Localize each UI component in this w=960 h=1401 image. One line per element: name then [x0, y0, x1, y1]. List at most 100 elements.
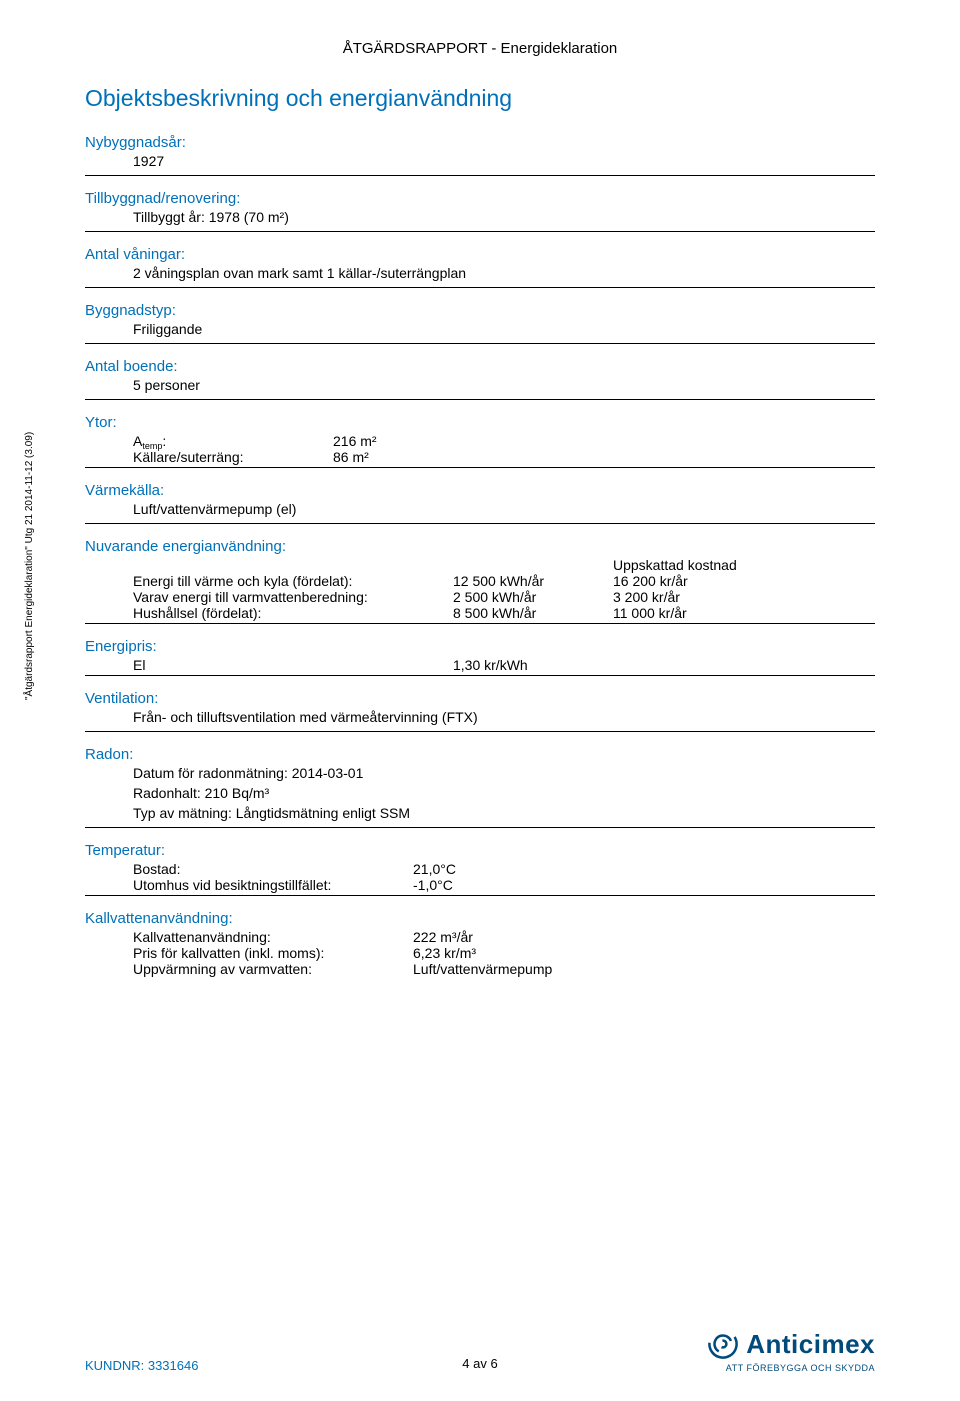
page-footer: KUNDNR: 3331646 4 av 6 Anticimex ATT FÖR…: [85, 1327, 875, 1373]
row-v2: 16 200 kr/år: [613, 573, 773, 589]
kall-row: Kallvattenanvändning: 222 m³/år: [85, 929, 875, 945]
row-v1: 12 500 kWh/år: [453, 573, 613, 589]
row-k: Varav energi till varmvattenberedning:: [133, 589, 453, 605]
section-vaningar: Antal våningar: 2 våningsplan ovan mark …: [85, 246, 875, 288]
label-nybyggnad: Nybyggnadsår:: [85, 134, 875, 151]
divider: [85, 467, 875, 468]
logo-top: Anticimex: [706, 1327, 875, 1361]
value-byggnadstyp: Friliggande: [85, 321, 875, 341]
head-v1: [453, 557, 613, 573]
row-k: Uppvärmning av varmvatten:: [133, 961, 413, 977]
row-k: Kallvattenanvändning:: [133, 929, 413, 945]
row-v: Luft/vattenvärmepump: [413, 961, 633, 977]
row-v: 222 m³/år: [413, 929, 633, 945]
section-boende: Antal boende: 5 personer: [85, 358, 875, 400]
temp-row: Bostad: 21,0°C: [85, 861, 875, 877]
footer-kundnr: KUNDNR: 3331646: [85, 1358, 198, 1373]
nuvarande-row: Varav energi till varmvattenberedning: 2…: [85, 589, 875, 605]
footer-page-number: 4 av 6: [462, 1356, 497, 1371]
section-tillbyggnad: Tillbyggnad/renovering: Tillbyggt år: 19…: [85, 190, 875, 232]
divider: [85, 675, 875, 676]
ytor-key: Atemp:: [133, 433, 333, 449]
divider: [85, 523, 875, 524]
logo-word: Anticimex: [746, 1329, 875, 1360]
row-v: 1,30 kr/kWh: [453, 657, 613, 673]
swirl-icon: [706, 1327, 740, 1361]
section-ytor: Ytor: Atemp: 216 m² Källare/suterräng: 8…: [85, 414, 875, 468]
kall-row: Pris för kallvatten (inkl. moms): 6,23 k…: [85, 945, 875, 961]
anticimex-logo: Anticimex ATT FÖREBYGGA OCH SKYDDA: [706, 1327, 875, 1373]
divider: [85, 343, 875, 344]
temp-row: Utomhus vid besiktningstillfället: -1,0°…: [85, 877, 875, 893]
row-k: El: [133, 657, 453, 673]
section-nuvarande: Nuvarande energianvändning: Uppskattad k…: [85, 538, 875, 624]
energipris-row: El 1,30 kr/kWh: [85, 657, 875, 673]
divider: [85, 895, 875, 896]
ytor-val: 86 m²: [333, 449, 453, 465]
divider: [85, 731, 875, 732]
label-varmekalla: Värmekälla:: [85, 482, 875, 499]
row-k: Energi till värme och kyla (fördelat):: [133, 573, 453, 589]
label-vaningar: Antal våningar:: [85, 246, 875, 263]
row-v: 21,0°C: [413, 861, 533, 877]
row-k: Utomhus vid besiktningstillfället:: [133, 877, 413, 893]
section-energipris: Energipris: El 1,30 kr/kWh: [85, 638, 875, 676]
row-v1: 8 500 kWh/år: [453, 605, 613, 621]
ytor-row: Atemp: 216 m²: [85, 433, 875, 449]
document-header: ÅTGÄRDSRAPPORT - Energideklaration: [85, 40, 875, 57]
divider: [85, 287, 875, 288]
main-title: Objektsbeskrivning och energianvändning: [85, 85, 875, 112]
radon-line: Datum för radonmätning: 2014-03-01: [85, 765, 875, 785]
section-kallvatten: Kallvattenanvändning: Kallvattenanvändni…: [85, 910, 875, 977]
section-radon: Radon: Datum för radonmätning: 2014-03-0…: [85, 746, 875, 828]
label-kallvatten: Kallvattenanvändning:: [85, 910, 875, 927]
label-temperatur: Temperatur:: [85, 842, 875, 859]
row-k: Pris för kallvatten (inkl. moms):: [133, 945, 413, 961]
label-energipris: Energipris:: [85, 638, 875, 655]
sidebar-version-text: "Åtgärdsrapport Energideklaration" Utg 2…: [24, 432, 35, 700]
head-v2: Uppskattad kostnad: [613, 557, 773, 573]
row-v2: 3 200 kr/år: [613, 589, 773, 605]
logo-tagline: ATT FÖREBYGGA OCH SKYDDA: [726, 1363, 875, 1373]
row-k: Hushållsel (fördelat):: [133, 605, 453, 621]
value-nybyggnad: 1927: [85, 153, 875, 173]
page: ÅTGÄRDSRAPPORT - Energideklaration Objek…: [0, 0, 960, 1401]
kall-row: Uppvärmning av varmvatten: Luft/vattenvä…: [85, 961, 875, 977]
label-ytor: Ytor:: [85, 414, 875, 431]
section-ventilation: Ventilation: Från- och tilluftsventilati…: [85, 690, 875, 732]
section-varmekalla: Värmekälla: Luft/vattenvärmepump (el): [85, 482, 875, 524]
row-v1: 2 500 kWh/år: [453, 589, 613, 605]
nuvarande-row: Energi till värme och kyla (fördelat): 1…: [85, 573, 875, 589]
ytor-val: 216 m²: [333, 433, 453, 449]
label-boende: Antal boende:: [85, 358, 875, 375]
value-varmekalla: Luft/vattenvärmepump (el): [85, 501, 875, 521]
row-v2: 11 000 kr/år: [613, 605, 773, 621]
value-tillbyggnad: Tillbyggt år: 1978 (70 m²): [85, 209, 875, 229]
label-byggnadstyp: Byggnadstyp:: [85, 302, 875, 319]
divider: [85, 399, 875, 400]
ytor-row: Källare/suterräng: 86 m²: [85, 449, 875, 465]
nuvarande-row: Hushållsel (fördelat): 8 500 kWh/år 11 0…: [85, 605, 875, 621]
divider: [85, 175, 875, 176]
value-ventilation: Från- och tilluftsventilation med värmeå…: [85, 709, 875, 729]
head-k: [133, 557, 453, 573]
row-v: -1,0°C: [413, 877, 533, 893]
ytor-key: Källare/suterräng:: [133, 449, 333, 465]
divider: [85, 623, 875, 624]
nuvarande-head: Uppskattad kostnad: [85, 557, 875, 573]
label-nuvarande: Nuvarande energianvändning:: [85, 538, 875, 555]
divider: [85, 827, 875, 828]
radon-line: Radonhalt: 210 Bq/m³: [85, 785, 875, 805]
section-byggnadstyp: Byggnadstyp: Friliggande: [85, 302, 875, 344]
section-nybyggnad: Nybyggnadsår: 1927: [85, 134, 875, 176]
row-v: 6,23 kr/m³: [413, 945, 633, 961]
label-ventilation: Ventilation:: [85, 690, 875, 707]
radon-line: Typ av mätning: Långtidsmätning enligt S…: [85, 805, 875, 825]
row-k: Bostad:: [133, 861, 413, 877]
value-vaningar: 2 våningsplan ovan mark samt 1 källar-/s…: [85, 265, 875, 285]
section-temperatur: Temperatur: Bostad: 21,0°C Utomhus vid b…: [85, 842, 875, 896]
divider: [85, 231, 875, 232]
label-radon: Radon:: [85, 746, 875, 763]
label-tillbyggnad: Tillbyggnad/renovering:: [85, 190, 875, 207]
value-boende: 5 personer: [85, 377, 875, 397]
